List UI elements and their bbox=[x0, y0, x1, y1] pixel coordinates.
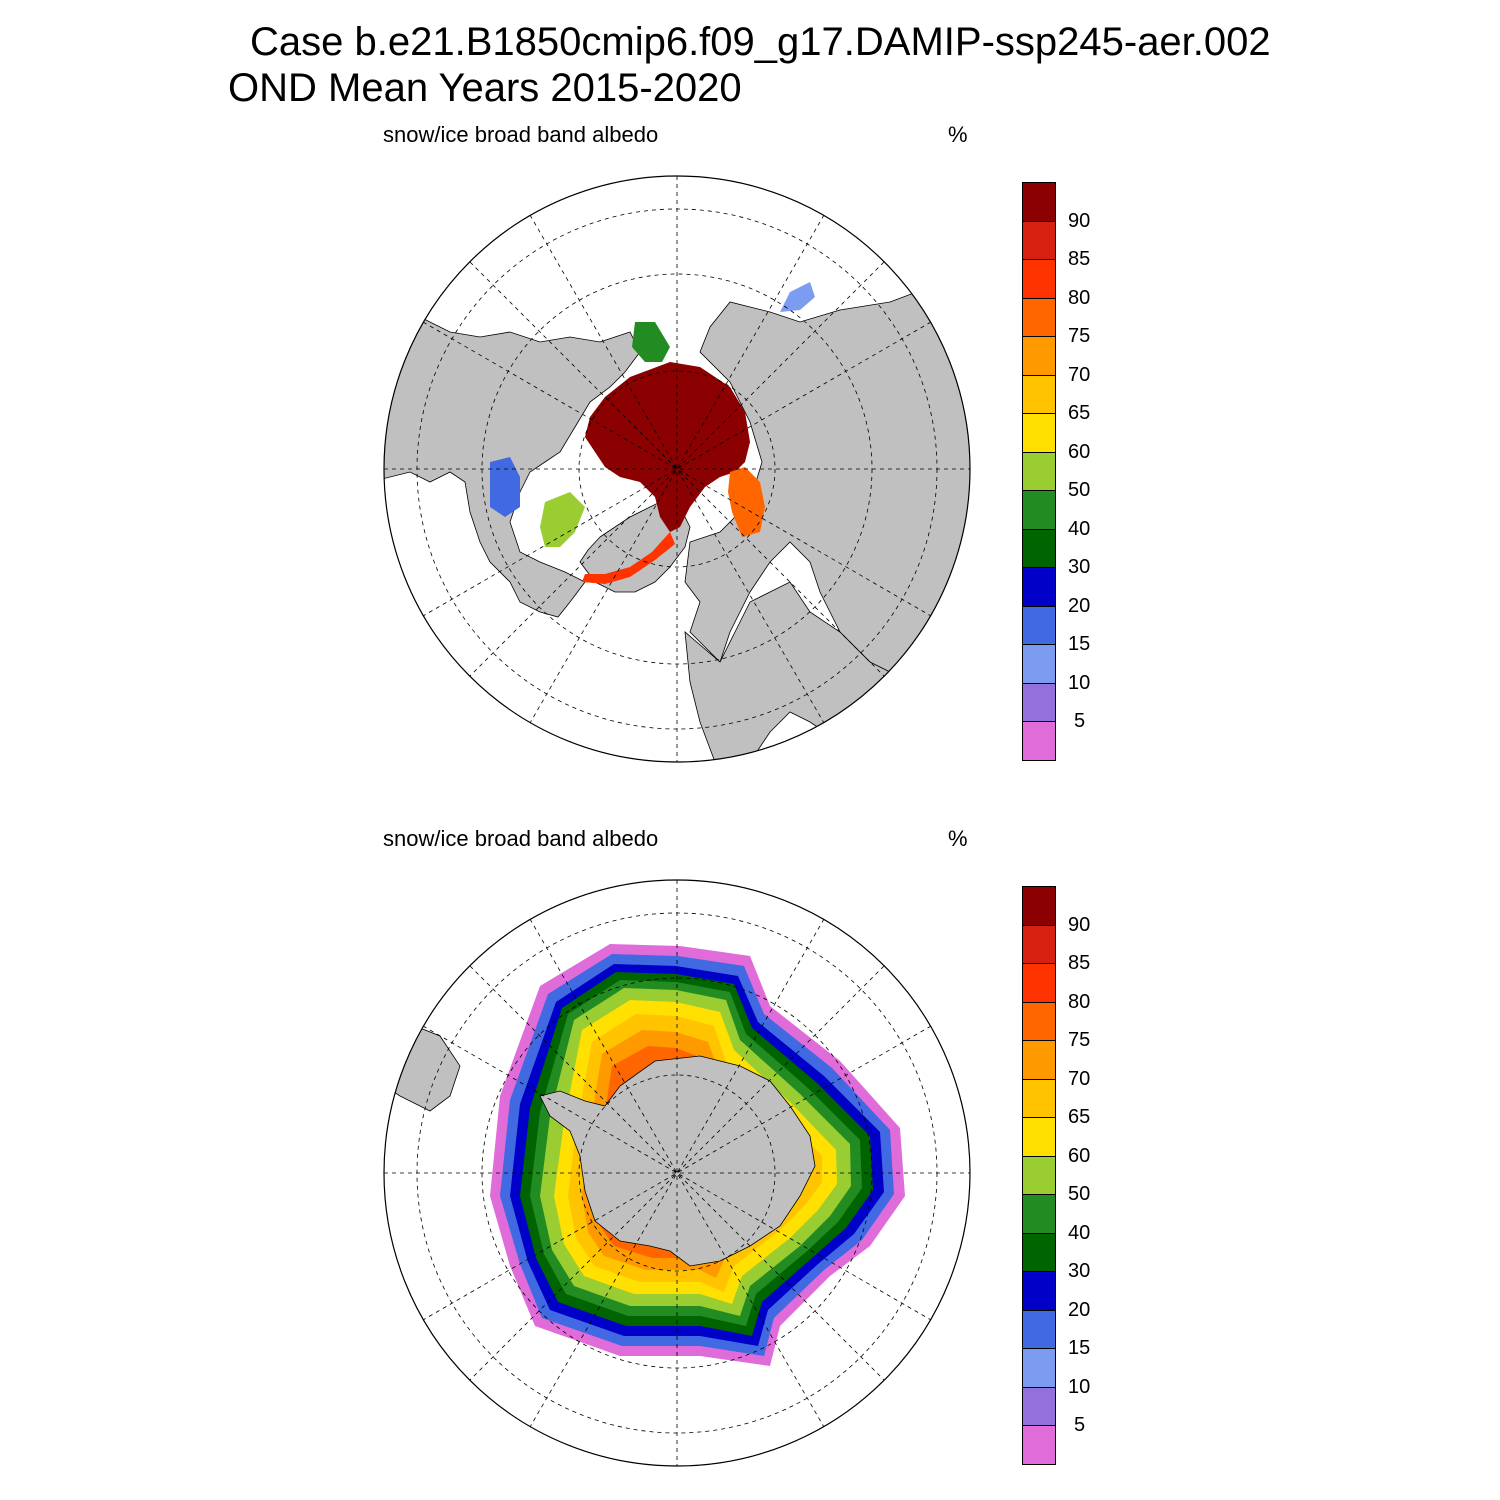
colorbar-swatch bbox=[1022, 963, 1056, 1003]
colorbar-swatch bbox=[1022, 1001, 1056, 1042]
colorbar-tick-label: 65 bbox=[1068, 1106, 1091, 1129]
colorbar-tick-label: 70 bbox=[1068, 1067, 1091, 1090]
colorbar-swatch bbox=[1022, 644, 1056, 684]
colorbar-tick-label: 10 bbox=[1068, 671, 1091, 694]
colorbar-swatch bbox=[1022, 1155, 1056, 1196]
south-graticule bbox=[384, 880, 970, 1466]
colorbar-swatch bbox=[1022, 451, 1056, 492]
north-graticule bbox=[384, 176, 970, 762]
colorbar-tick-label: 85 bbox=[1068, 952, 1091, 975]
colorbar-tick-label: 50 bbox=[1068, 1183, 1091, 1206]
colorbar-swatch bbox=[1022, 374, 1056, 415]
colorbar-tick-label: 75 bbox=[1068, 325, 1091, 348]
colorbar-swatch bbox=[1022, 336, 1056, 376]
colorbar-swatch bbox=[1022, 682, 1056, 723]
top-colorbar: 5 10 15 20 30 40 50 60 65 70 75 80 85 90 bbox=[1022, 182, 1132, 761]
colorbar-swatch bbox=[1022, 220, 1056, 261]
colorbar-swatch bbox=[1022, 528, 1056, 569]
colorbar-tick-label: 85 bbox=[1068, 248, 1091, 271]
colorbar-swatch bbox=[1022, 1232, 1056, 1273]
colorbar-tick-label: 5 bbox=[1074, 1414, 1086, 1437]
colorbar-swatch bbox=[1022, 1194, 1056, 1234]
colorbar-swatch bbox=[1022, 182, 1056, 222]
colorbar-tick-label: 5 bbox=[1074, 710, 1086, 733]
south-land-antarctica bbox=[539, 1055, 816, 1267]
colorbar-swatch bbox=[1022, 413, 1056, 453]
colorbar-tick-label: 65 bbox=[1068, 402, 1091, 425]
colorbar-swatch bbox=[1022, 567, 1056, 607]
colorbar-tick-label: 15 bbox=[1068, 1337, 1091, 1360]
north-ice-band-labrador bbox=[490, 457, 520, 517]
colorbar-tick-label: 50 bbox=[1068, 479, 1091, 502]
colorbar-swatch bbox=[1022, 1348, 1056, 1388]
colorbar-swatch bbox=[1022, 924, 1056, 965]
colorbar-tick-label: 10 bbox=[1068, 1375, 1091, 1398]
colorbar-swatch bbox=[1022, 259, 1056, 299]
colorbar-swatch bbox=[1022, 1425, 1056, 1465]
top-panel-units-label: % bbox=[948, 122, 968, 147]
south-polar-map bbox=[383, 879, 971, 1467]
colorbar-tick-label: 80 bbox=[1068, 990, 1091, 1013]
north-map-border bbox=[383, 175, 971, 763]
colorbar-swatch bbox=[1022, 1386, 1056, 1427]
north-polar-map bbox=[383, 175, 971, 763]
colorbar-tick-label: 40 bbox=[1068, 1221, 1091, 1244]
colorbar-tick-label: 60 bbox=[1068, 440, 1091, 463]
figure-title-period: OND Mean Years 2015-2020 bbox=[228, 66, 742, 110]
bottom-panel-units-label: % bbox=[948, 826, 968, 851]
colorbar-swatch bbox=[1022, 721, 1056, 761]
north-ice-band-edge bbox=[582, 532, 675, 584]
north-ice-band-bering bbox=[632, 322, 670, 362]
colorbar-tick-label: 90 bbox=[1068, 209, 1091, 232]
colorbar-tick-label: 20 bbox=[1068, 1298, 1091, 1321]
colorbar-swatch bbox=[1022, 1040, 1056, 1080]
colorbar-swatch bbox=[1022, 1309, 1056, 1350]
colorbar-swatch bbox=[1022, 1271, 1056, 1311]
colorbar-tick-label: 30 bbox=[1068, 1260, 1091, 1283]
colorbar-tick-label: 60 bbox=[1068, 1144, 1091, 1167]
colorbar-tick-label: 40 bbox=[1068, 517, 1091, 540]
figure-title-case: Case b.e21.B1850cmip6.f09_g17.DAMIP-ssp2… bbox=[250, 20, 1271, 64]
north-ice-band-barents bbox=[728, 467, 765, 537]
colorbar-swatch bbox=[1022, 297, 1056, 338]
colorbar-tick-label: 75 bbox=[1068, 1029, 1091, 1052]
north-ice-core bbox=[585, 362, 750, 532]
colorbar-swatch bbox=[1022, 1078, 1056, 1119]
colorbar-tick-label: 30 bbox=[1068, 556, 1091, 579]
south-map-border bbox=[383, 879, 971, 1467]
top-panel-variable-label: snow/ice broad band albedo bbox=[383, 122, 659, 147]
colorbar-swatch bbox=[1022, 605, 1056, 646]
colorbar-tick-label: 20 bbox=[1068, 594, 1091, 617]
colorbar-tick-label: 15 bbox=[1068, 633, 1091, 656]
colorbar-tick-label: 80 bbox=[1068, 286, 1091, 309]
colorbar-swatch bbox=[1022, 490, 1056, 530]
north-ice-band-hudson bbox=[540, 492, 585, 547]
colorbar-swatch bbox=[1022, 886, 1056, 926]
colorbar-tick-label: 90 bbox=[1068, 913, 1091, 936]
colorbar-swatch bbox=[1022, 1117, 1056, 1157]
bottom-colorbar: 5 10 15 20 30 40 50 60 65 70 75 80 85 90 bbox=[1022, 886, 1132, 1465]
bottom-panel-variable-label: snow/ice broad band albedo bbox=[383, 826, 659, 851]
north-ice-band-okhotsk bbox=[780, 282, 815, 312]
colorbar-tick-label: 70 bbox=[1068, 363, 1091, 386]
